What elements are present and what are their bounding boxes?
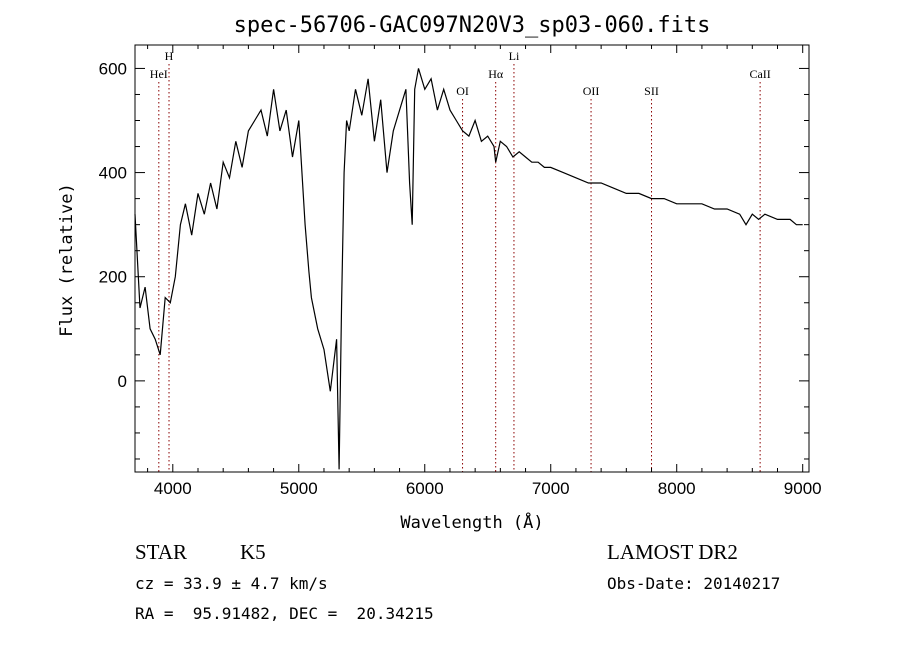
chart-title: spec-56706-GAC097N20V3_sp03-060.fits — [234, 13, 711, 38]
spectral-line-markers: HeI H OI Hα Li OII SII CaII — [150, 49, 771, 472]
spectral-line-label: HeI — [150, 67, 168, 81]
spectral-line-label: Hα — [488, 67, 504, 81]
spectral-line-label: OII — [583, 84, 600, 98]
y-axis-label: Flux (relative) — [57, 183, 77, 337]
spectrum-series — [134, 68, 803, 470]
x-tick-label: 4000 — [154, 479, 192, 498]
spectral-line-label: SII — [644, 84, 659, 98]
x-axis: 4000 5000 6000 7000 8000 9000 — [147, 45, 822, 498]
spectral-line-label: H — [165, 49, 174, 63]
x-tick-label: 7000 — [532, 479, 570, 498]
x-tick-label: 6000 — [406, 479, 444, 498]
coordinates-text: RA = 95.91482, DEC = 20.34215 — [135, 604, 434, 623]
x-tick-label: 8000 — [658, 479, 696, 498]
x-tick-label: 5000 — [280, 479, 318, 498]
redshift-text: cz = 33.9 ± 4.7 km/s — [135, 574, 328, 593]
observation-date: Obs-Date: 20140217 — [607, 574, 781, 593]
y-tick-label: 0 — [118, 372, 127, 391]
spectral-line-label: OI — [456, 84, 469, 98]
object-type: STAR — [135, 540, 187, 564]
x-axis-label: Wavelength (Å) — [400, 511, 543, 533]
spectral-line-label: CaII — [749, 67, 770, 81]
object-subclass: K5 — [240, 540, 266, 564]
x-tick-label: 9000 — [784, 479, 822, 498]
survey-name: LAMOST DR2 — [607, 540, 738, 564]
y-axis: 0 200 400 600 — [99, 59, 809, 460]
spectral-line-label: Li — [509, 49, 520, 63]
y-tick-label: 600 — [99, 59, 127, 78]
y-tick-label: 200 — [99, 268, 127, 287]
plot-frame — [134, 44, 810, 473]
y-tick-label: 400 — [99, 164, 127, 183]
